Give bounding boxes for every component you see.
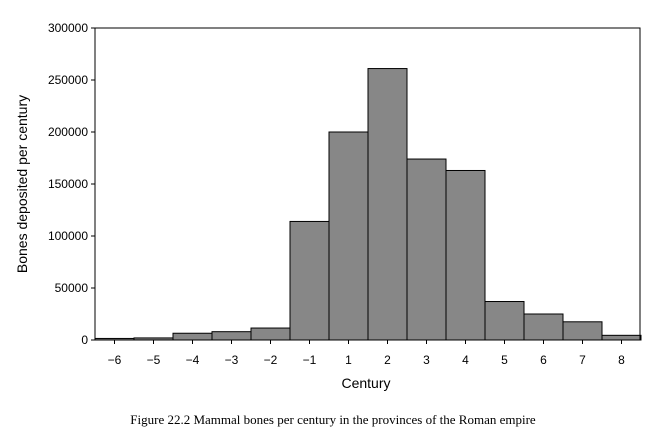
y-axis-label: Bones deposited per century	[14, 95, 30, 273]
y-tick-label: 300000	[48, 21, 88, 35]
x-tick-label: 3	[423, 353, 430, 367]
x-tick-label: −4	[186, 353, 200, 367]
x-tick-label: 2	[384, 353, 391, 367]
x-tick-label: −5	[147, 353, 161, 367]
y-tick-label: 250000	[48, 73, 88, 87]
bar	[211, 331, 252, 341]
y-tick-label: 200000	[48, 125, 88, 139]
bar	[172, 332, 213, 341]
x-tick-label: −1	[303, 353, 317, 367]
bar	[601, 334, 642, 341]
bar	[406, 158, 447, 341]
x-tick-label: 8	[618, 353, 625, 367]
y-tick-label: 50000	[55, 281, 89, 295]
bar	[445, 169, 486, 341]
bar	[328, 131, 369, 341]
x-axis-ticks: −6 −5 −4 −3 −2 −1 1 2 3 4 5 6 7 8	[108, 340, 625, 367]
y-tick-label: 150000	[48, 177, 88, 191]
x-tick-label: −2	[264, 353, 278, 367]
bar	[250, 327, 291, 341]
y-axis-ticks: 0 50000 100000 150000 200000 250000 300000	[48, 21, 95, 347]
x-axis-label: Century	[341, 375, 390, 391]
x-tick-label: 5	[501, 353, 508, 367]
x-tick-label: −6	[108, 353, 122, 367]
figure-caption: Figure 22.2 Mammal bones per century in …	[130, 412, 536, 427]
bar	[367, 68, 408, 341]
x-tick-label: 1	[345, 353, 352, 367]
x-tick-label: 4	[462, 353, 469, 367]
bar	[562, 321, 603, 341]
bar	[484, 301, 525, 341]
y-tick-label: 100000	[48, 229, 88, 243]
plot-frame	[94, 27, 641, 341]
x-tick-label: 7	[579, 353, 586, 367]
y-tick-label: 0	[81, 333, 88, 347]
x-tick-label: −3	[225, 353, 239, 367]
x-tick-label: 6	[540, 353, 547, 367]
bar	[289, 220, 330, 341]
bars	[94, 68, 642, 341]
bar	[523, 313, 564, 341]
